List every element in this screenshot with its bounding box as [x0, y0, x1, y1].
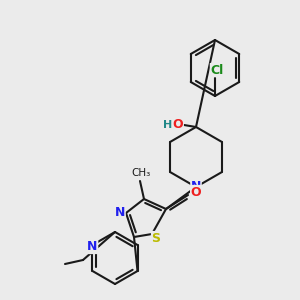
Text: N: N — [115, 206, 125, 218]
Text: CH₃: CH₃ — [131, 168, 151, 178]
Text: H: H — [164, 120, 172, 130]
Text: O: O — [191, 185, 201, 199]
Text: O: O — [173, 118, 183, 131]
Text: N: N — [87, 241, 98, 254]
Text: N: N — [191, 181, 201, 194]
Text: Cl: Cl — [210, 64, 224, 76]
Text: S: S — [152, 232, 160, 244]
